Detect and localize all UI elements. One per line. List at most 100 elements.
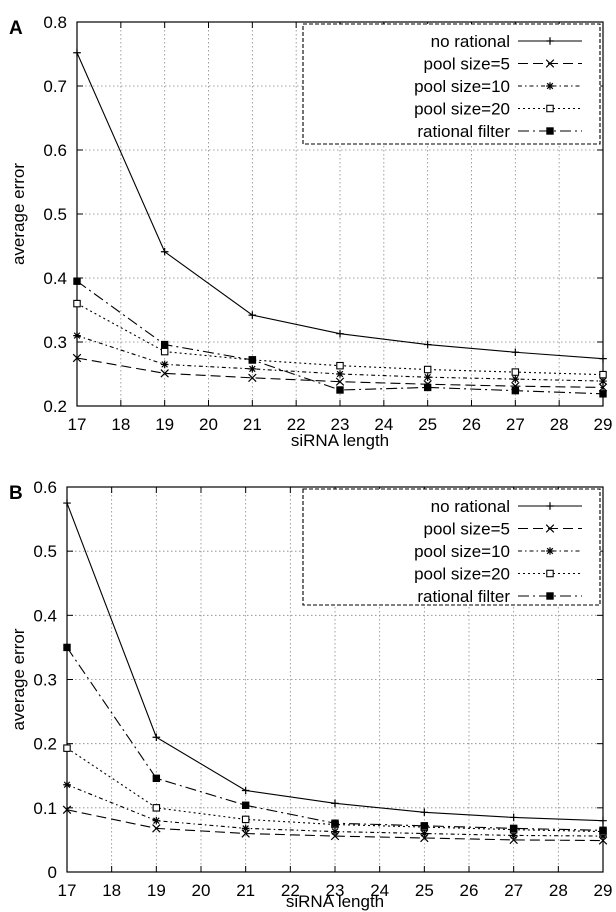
x-tick-label: 18 [102, 881, 121, 900]
data-point [248, 356, 257, 364]
series-no-rational [73, 48, 607, 363]
data-point [511, 386, 520, 395]
data-point [152, 816, 161, 825]
data-point [248, 365, 257, 373]
legend-label: rational filter [417, 587, 510, 606]
series-pool-size-10 [63, 780, 607, 840]
data-point [152, 774, 161, 783]
x-tick-label: 26 [462, 415, 481, 434]
data-point [509, 831, 518, 840]
data-point [241, 786, 250, 795]
x-tick-label: 27 [504, 881, 523, 900]
data-point [160, 247, 169, 256]
legend-label: pool size=10 [414, 77, 510, 96]
data-point [160, 369, 169, 378]
x-tick-label: 23 [331, 415, 350, 434]
x-tick-label: 18 [111, 415, 130, 434]
data-point [511, 368, 520, 376]
x-tick-label: 24 [370, 881, 389, 900]
legend-marker [546, 592, 554, 600]
chart-b-x-axis-label: siRNA length [286, 892, 384, 911]
x-tick-label: 23 [326, 881, 345, 900]
panel-label-b: B [9, 483, 23, 504]
series-no-rational [63, 499, 607, 825]
x-tick-label: 22 [281, 881, 300, 900]
data-point [420, 808, 429, 817]
y-tick-label: 0.4 [33, 606, 57, 625]
chart-a-x-axis-label: siRNA length [291, 431, 389, 450]
panel-label-a: A [9, 18, 23, 39]
data-point [599, 354, 607, 363]
x-tick-label: 26 [460, 881, 479, 900]
data-point [511, 375, 520, 383]
y-tick-label: 0 [48, 863, 57, 882]
x-tick-label: 20 [192, 881, 211, 900]
x-tick-label: 29 [594, 881, 613, 900]
data-point [63, 643, 71, 652]
data-point [420, 829, 429, 838]
data-point [335, 377, 345, 386]
data-point [241, 824, 250, 833]
data-point [331, 827, 339, 836]
x-tick-label: 25 [418, 415, 437, 434]
x-tick-label: 19 [155, 415, 174, 434]
data-point [248, 373, 257, 383]
data-point [248, 311, 257, 319]
legend-marker [546, 37, 554, 45]
y-tick-label: 0.2 [33, 735, 57, 754]
data-point [241, 801, 250, 809]
data-point [160, 340, 169, 349]
data-point [73, 277, 81, 285]
y-tick-label: 0.6 [33, 478, 57, 497]
legend-marker [546, 82, 554, 90]
legend-marker [546, 547, 554, 555]
x-tick-label: 19 [147, 881, 166, 900]
data-point [73, 48, 81, 57]
data-point [63, 780, 71, 789]
y-tick-label: 0.8 [43, 13, 67, 32]
data-point [599, 826, 607, 834]
y-tick-label: 0.6 [43, 141, 67, 160]
legend-label: rational filter [417, 122, 510, 141]
data-point [73, 299, 81, 308]
legend-label: pool size=20 [414, 100, 510, 119]
chart-b: 17 18 19 20 21 22 23 24 25 26 27 28 29 0 0.1 0.2 0.3 0.4 0… [9, 478, 613, 911]
data-point [423, 365, 432, 374]
y-tick-label: 0.1 [33, 799, 57, 818]
data-point [241, 815, 250, 824]
x-tick-label: 17 [58, 881, 77, 900]
data-point [331, 799, 339, 808]
data-point [336, 329, 344, 338]
data-point [152, 804, 161, 812]
data-point [599, 832, 607, 840]
legend-marker [546, 569, 554, 578]
data-point [420, 822, 429, 830]
chart-a-legend: no rational pool size=5 pool size=10 pool s… [302, 23, 601, 145]
chart-a: 17 18 19 20 21 22 23 24 25 26 27 28 29 0.2 0.3 0.4 0.5 0.… [9, 13, 612, 450]
legend-label: pool size=10 [414, 542, 510, 561]
data-point [423, 383, 432, 392]
x-tick-label: 21 [243, 415, 262, 434]
legend-label: pool size=20 [414, 565, 510, 584]
legend-label: pool size=5 [424, 55, 510, 74]
legend-label: no rational [431, 497, 510, 516]
legend-label: pool size=5 [424, 520, 510, 539]
data-point [599, 377, 607, 385]
data-point [73, 331, 81, 340]
data-point [152, 824, 161, 833]
x-tick-label: 17 [68, 415, 87, 434]
data-point [598, 383, 608, 392]
data-point [336, 361, 344, 370]
x-tick-label: 28 [549, 881, 568, 900]
data-point [599, 370, 607, 379]
x-tick-label: 27 [506, 415, 525, 434]
y-tick-label: 0.7 [43, 77, 67, 96]
data-point [336, 386, 344, 394]
legend-label: no rational [431, 32, 510, 51]
series-rational-filter [73, 277, 607, 398]
y-tick-label: 0.3 [43, 333, 67, 352]
y-tick-label: 0.4 [43, 269, 67, 288]
data-point [62, 805, 72, 814]
data-point [160, 360, 169, 369]
